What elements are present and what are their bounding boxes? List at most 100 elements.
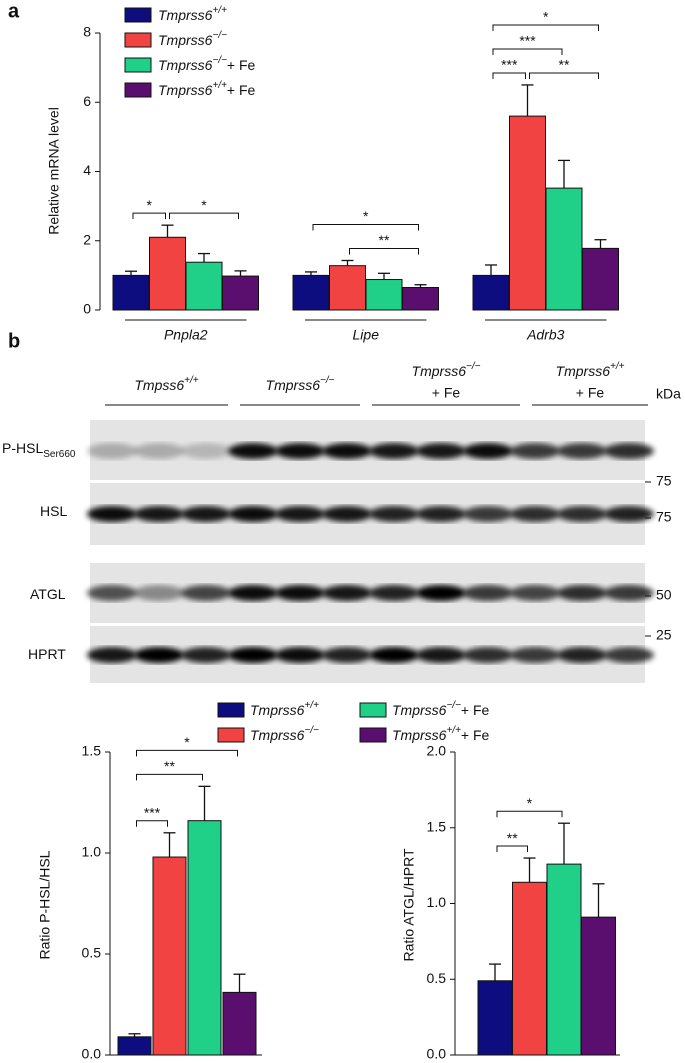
blot-band xyxy=(134,647,184,663)
blot-group-label: Tmprss6−/− xyxy=(266,375,335,393)
blot-band xyxy=(463,443,513,459)
significance-label: * xyxy=(201,197,207,213)
error-bar xyxy=(489,963,501,981)
legend-swatch xyxy=(359,702,387,718)
blot-band xyxy=(228,506,278,522)
legend-swatch xyxy=(124,57,152,73)
legend-label: Tmprss6+/+ xyxy=(250,700,319,718)
significance-label: * xyxy=(543,9,549,25)
y-tick-label: 2 xyxy=(83,231,91,247)
blot-group-label: Tmpss6+/+ xyxy=(134,375,198,393)
error-bar xyxy=(233,973,246,993)
blot-band xyxy=(463,506,513,522)
blot-group-label: Tmprss6+/+ xyxy=(556,361,625,379)
blot-band xyxy=(557,585,607,601)
blot-row-label: P-HSLSer660 xyxy=(2,440,76,460)
blot-band xyxy=(275,647,325,663)
bar xyxy=(149,236,186,311)
significance-bracket xyxy=(492,24,599,31)
blot-band xyxy=(134,443,184,459)
significance-bracket xyxy=(136,749,238,757)
blot-band xyxy=(416,443,466,459)
blot-band xyxy=(369,585,419,601)
blot-band xyxy=(275,585,325,601)
error-bar xyxy=(521,84,534,117)
significance-bracket xyxy=(132,212,166,220)
significance-label: *** xyxy=(501,57,518,73)
legend-swatch xyxy=(124,32,152,48)
error-bar xyxy=(341,259,354,266)
significance-label: ** xyxy=(559,57,570,73)
blot-band xyxy=(369,506,419,522)
legend-label: Tmprss6−/− xyxy=(158,30,227,48)
significance-bracket xyxy=(349,247,419,255)
blot-band xyxy=(510,647,560,663)
bar xyxy=(329,265,366,311)
blot-band xyxy=(557,506,607,522)
blot-group-label: Tmprss6−/− xyxy=(412,361,481,379)
blot-band xyxy=(181,506,231,522)
y-axis-label: Relative mRNA level xyxy=(46,107,62,235)
blot-band xyxy=(87,443,137,459)
bar xyxy=(292,274,330,311)
y-tick-label: 1.5 xyxy=(82,743,102,759)
blot-band xyxy=(87,506,137,522)
significance-label: * xyxy=(527,795,533,811)
significance-bracket xyxy=(136,820,168,827)
blot-band xyxy=(87,647,137,663)
significance-bracket xyxy=(312,223,419,231)
bar xyxy=(477,980,513,1056)
significance-label: * xyxy=(363,208,369,224)
bar xyxy=(222,991,257,1056)
error-bar xyxy=(485,264,497,276)
blot-band xyxy=(134,585,184,601)
error-bar xyxy=(594,239,607,249)
error-bar xyxy=(414,284,427,288)
blot-band xyxy=(510,443,560,459)
bar xyxy=(152,856,187,1056)
x-tick-label: Lipe xyxy=(353,327,380,343)
blot-band xyxy=(275,506,325,522)
error-bar xyxy=(161,224,174,238)
marker-label: 50 xyxy=(656,587,672,603)
bar xyxy=(112,274,150,311)
blot-row-label: HSL xyxy=(40,503,67,519)
blot-band xyxy=(87,585,137,601)
y-tick-label: 8 xyxy=(83,24,91,40)
bar xyxy=(509,115,546,311)
blot-band xyxy=(416,506,466,522)
bar xyxy=(187,820,222,1056)
blot-band xyxy=(557,647,607,663)
y-tick-label: 1.0 xyxy=(427,894,447,910)
bar xyxy=(117,1036,152,1056)
legend-label: Tmprss6−/−+ Fe xyxy=(158,55,256,73)
blot-band xyxy=(557,443,607,459)
blot-band xyxy=(322,443,372,459)
blot-band xyxy=(181,647,231,663)
bar xyxy=(512,881,547,1056)
error-bar xyxy=(128,1033,141,1037)
bar xyxy=(582,247,619,311)
marker-label: 25 xyxy=(656,627,672,643)
y-tick-label: 6 xyxy=(83,93,91,109)
blot-band xyxy=(369,647,419,663)
error-bar xyxy=(163,832,176,858)
blot-band xyxy=(228,647,278,663)
row-label: ATGL xyxy=(30,586,66,602)
significance-label: *** xyxy=(519,33,536,49)
y-axis-label: Ratio ATGL/HPRT xyxy=(401,848,417,962)
row-label: HPRT xyxy=(28,646,66,662)
legend-swatch xyxy=(359,727,387,743)
blot-band xyxy=(275,443,325,459)
blot-row-label: ATGL xyxy=(30,586,66,602)
row-label: HSL xyxy=(40,503,67,519)
significance-bracket xyxy=(496,810,563,818)
legend-swatch xyxy=(217,702,245,718)
blot-band xyxy=(228,585,278,601)
significance-label: * xyxy=(184,734,190,750)
significance-label: ** xyxy=(507,830,518,846)
y-tick-label: 0 xyxy=(83,301,91,317)
panel-label: b xyxy=(8,330,20,352)
significance-label: ** xyxy=(164,758,175,774)
